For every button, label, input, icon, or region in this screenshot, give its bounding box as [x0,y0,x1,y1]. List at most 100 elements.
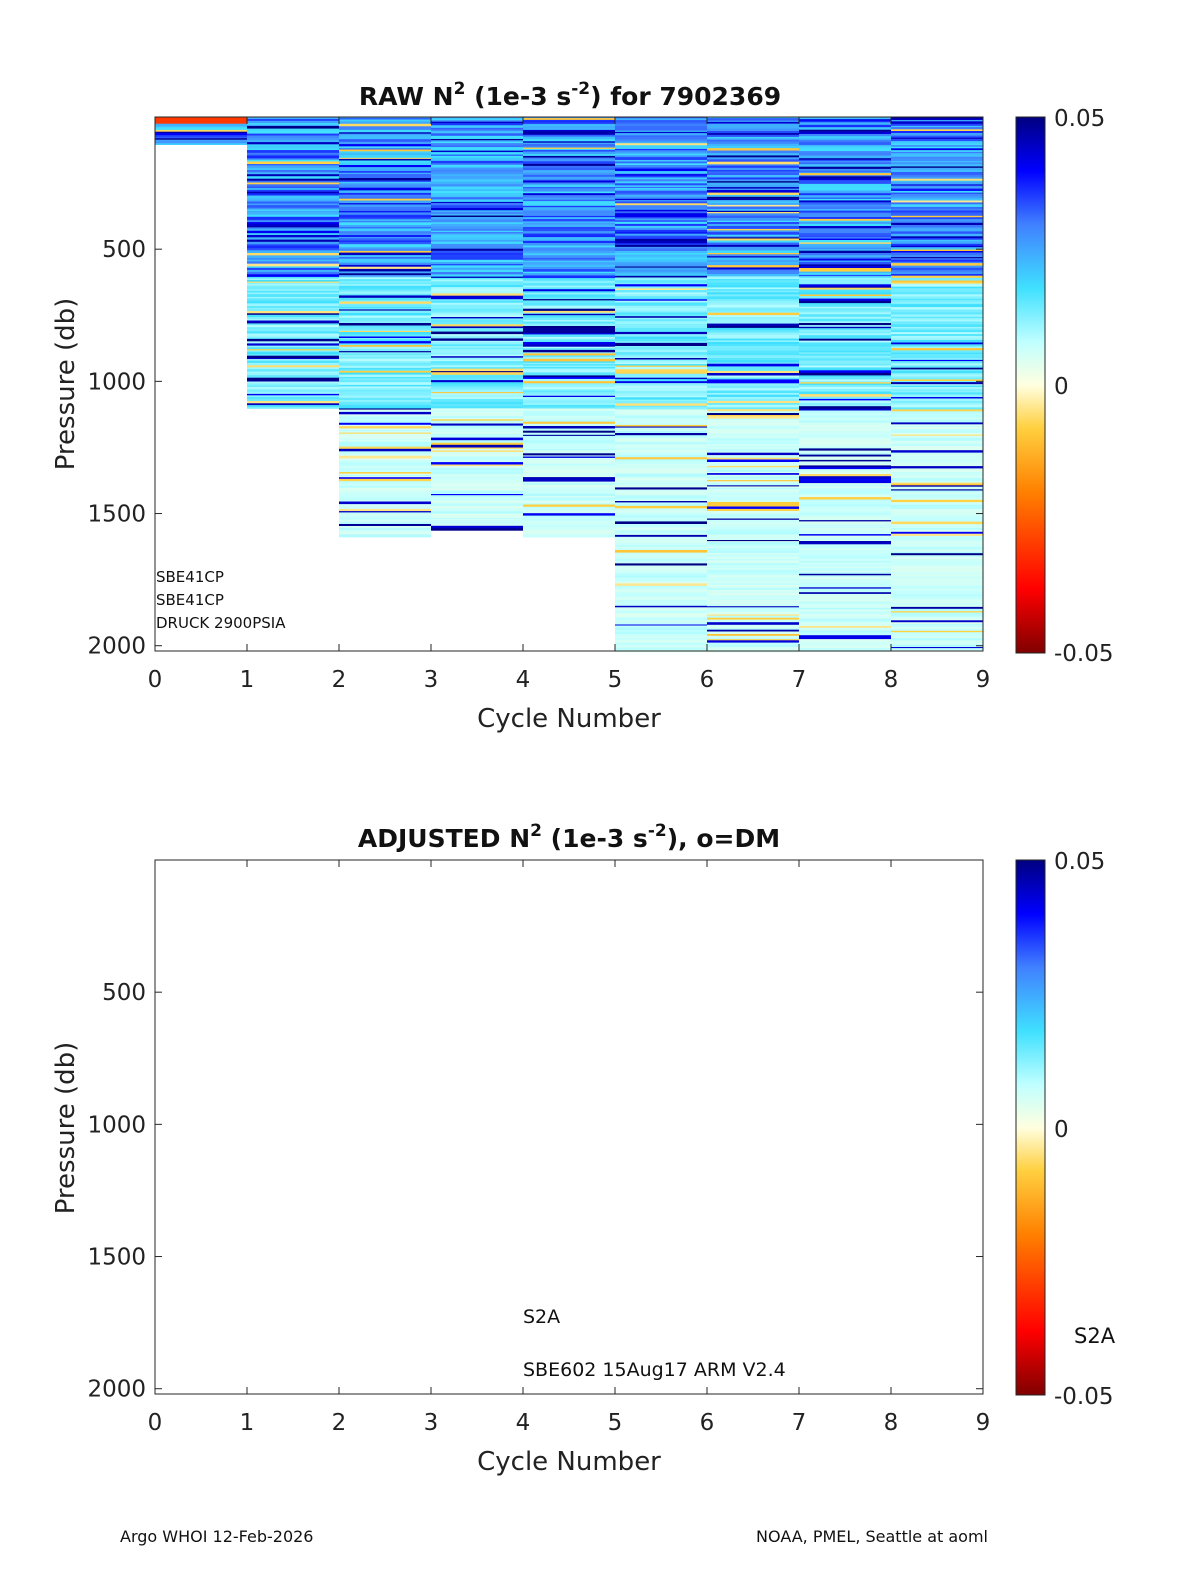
heatmap-cell [891,547,983,551]
heatmap-cell [339,514,431,517]
heatmap-cell [339,462,431,465]
x-tick-label: 0 [148,667,163,693]
heatmap-cell [707,236,799,238]
heatmap-cell [615,634,707,637]
heatmap-cell [707,289,799,292]
heatmap-cell [339,345,431,348]
heatmap-cell [247,323,339,326]
heatmap-cell [247,311,339,314]
heatmap-cell [799,162,891,165]
heatmap-cell [891,143,983,146]
heatmap-cell [615,300,707,304]
heatmap-cell [431,450,523,453]
heatmap-cell [523,259,615,262]
heatmap-cell [615,179,707,182]
heatmap-cell [891,533,983,537]
heatmap-cell [155,129,247,133]
heatmap-cell [799,337,891,340]
heatmap-cell [707,117,799,119]
heatmap-cell [891,275,983,279]
heatmap-cell [615,560,707,564]
heatmap-cell [799,532,891,535]
heatmap-cell [431,519,523,521]
heatmap-cell [615,546,707,549]
heatmap-cell [431,505,523,509]
heatmap-cell [615,312,707,315]
heatmap-cell [615,487,707,491]
heatmap-cell [523,373,615,376]
heatmap-cell [247,124,339,127]
x-tick-label: 4 [516,1410,531,1436]
heatmap-cell [891,186,983,189]
heatmap-cell [523,142,615,145]
heatmap-cell [891,166,983,169]
heatmap-cell [523,355,615,358]
heatmap-cell [523,249,615,252]
heatmap-cell [891,181,983,186]
heatmap-cell [891,638,983,642]
heatmap-cell [707,230,799,233]
heatmap-cell [247,266,339,269]
heatmap-cell [891,196,983,199]
heatmap-cell [339,121,431,125]
heatmap-cell [431,174,523,178]
heatmap-cell [523,515,615,518]
heatmap-cell [523,518,615,522]
heatmap-cell [891,466,983,469]
heatmap-cell [707,332,799,336]
heatmap-cell [615,514,707,517]
heatmap-cell [431,295,523,298]
heatmap-cell [615,426,707,429]
heatmap-cell [891,461,983,465]
heatmap-cell [615,257,707,260]
heatmap-cell [523,474,615,478]
heatmap-cell [339,252,431,256]
heatmap-cell [799,338,891,342]
heatmap-cell [707,486,799,489]
heatmap-cell [615,468,707,472]
heatmap-cell [707,628,799,631]
heatmap-cell [707,624,799,628]
heatmap-cell [707,385,799,389]
heatmap-cell [799,382,891,385]
heatmap-cell [523,256,615,259]
heatmap-cell [523,205,615,208]
heatmap-cell [891,633,983,636]
heatmap-cell [707,271,799,275]
heatmap-cell [523,507,615,511]
heatmap-cell [891,588,983,591]
heatmap-cell [615,133,707,136]
heatmap-cell [431,448,523,451]
heatmap-cell [615,607,707,611]
heatmap-cell [799,173,891,176]
heatmap-cell [523,170,615,173]
heatmap-cell [615,319,707,322]
heatmap-cell [247,403,339,406]
heatmap-cell [707,637,799,640]
heatmap-cell [339,182,431,184]
heatmap-cell [247,244,339,247]
heatmap-cell [615,596,707,598]
heatmap-cell [339,282,431,285]
heatmap-cell [431,186,523,190]
heatmap-cell [523,383,615,386]
heatmap-cell [339,397,431,401]
heatmap-cell [799,129,891,132]
heatmap-cell [891,524,983,527]
heatmap-cell [523,245,615,248]
heatmap-cell [891,202,983,205]
heatmap-cell [891,458,983,460]
heatmap-cell [707,424,799,427]
heatmap-cell [247,142,339,145]
heatmap-cell [891,642,983,646]
heatmap-cell [615,571,707,574]
heatmap-cell [523,437,615,440]
heatmap-cell [431,235,523,239]
heatmap-cell [339,460,431,464]
heatmap-cell [799,351,891,353]
heatmap-cell [799,303,891,305]
heatmap-cell [339,175,431,179]
heatmap-cell [247,345,339,348]
